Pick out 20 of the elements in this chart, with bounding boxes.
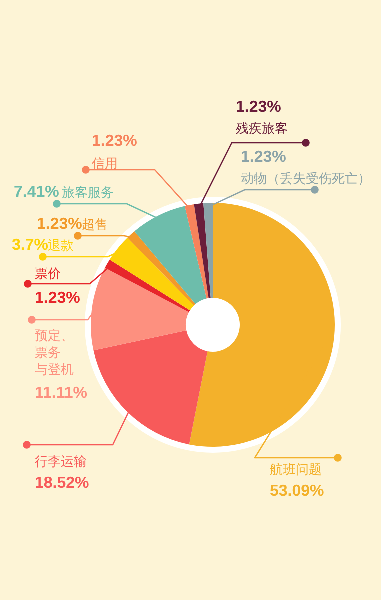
slice-label: 行李运输: [35, 455, 87, 470]
slice-label: 票价: [35, 267, 61, 282]
slice-label: 动物（丢失受伤死亡）: [241, 171, 371, 187]
data-label: 18.52%: [35, 475, 90, 492]
data-label: 7.41%: [14, 184, 60, 201]
data-label: 1.23%: [37, 216, 82, 233]
slice-label: 旅客服务: [62, 185, 114, 201]
slice-label: 预定、票务与登机: [35, 329, 74, 378]
slice-label: 航班问题: [270, 463, 322, 478]
data-label: 1.23%: [35, 290, 80, 307]
data-label: 11.11%: [35, 385, 88, 402]
slice-label: 信用: [92, 157, 118, 172]
data-label: 1.23%: [236, 99, 282, 116]
slice-label: 超售: [82, 218, 108, 233]
slice-label: 残疾旅客: [236, 121, 288, 137]
data-label: 1.23%: [241, 149, 286, 166]
data-label: 1.23%: [92, 133, 138, 150]
slice-label: 退款: [48, 239, 74, 254]
data-label: 3.7%: [12, 237, 48, 254]
data-label: 53.09%: [270, 483, 324, 500]
